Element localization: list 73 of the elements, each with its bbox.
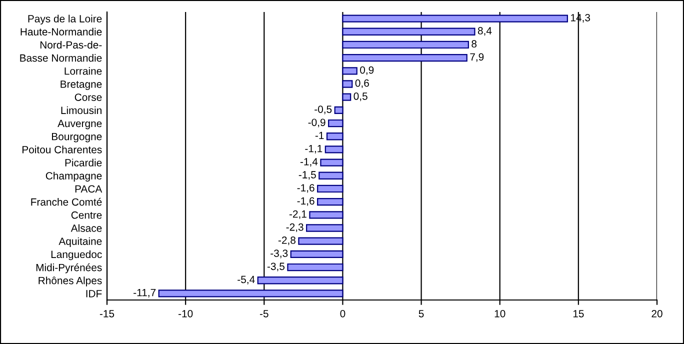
y-tick-label: Pays de la Loire <box>28 14 102 24</box>
bar <box>257 276 344 284</box>
data-label: -3,5 <box>267 262 284 272</box>
bar <box>290 250 344 258</box>
bar <box>342 67 358 75</box>
y-tick-label: Midi-Pyrénées <box>36 263 102 274</box>
data-label: -1,5 <box>298 171 316 180</box>
bar <box>309 211 344 219</box>
data-label: -3,3 <box>270 250 288 258</box>
y-tick-label: Bourgogne <box>52 132 102 142</box>
y-tick-label: Aquitaine <box>58 237 102 248</box>
bar <box>306 224 344 232</box>
data-label: -1 <box>315 132 324 140</box>
y-tick-label: Lorraine <box>64 67 102 75</box>
y-tick-label: Rhônes Alpes <box>38 276 102 286</box>
bar <box>342 28 476 36</box>
y-tick-label: Auvergne <box>58 120 102 130</box>
x-tick-label: -10 <box>178 310 193 318</box>
x-tick-label: 5 <box>418 310 424 318</box>
data-label: -2,1 <box>289 210 306 219</box>
bar <box>342 93 352 101</box>
data-label: 7,9 <box>470 53 484 62</box>
y-tick-label: Champagne <box>46 172 102 182</box>
data-label: -1,1 <box>305 144 322 154</box>
data-label: -0,5 <box>314 106 332 114</box>
data-label: -1,4 <box>300 158 318 167</box>
data-label: -11,7 <box>134 288 156 298</box>
data-label: 0,5 <box>354 92 368 102</box>
bar <box>317 198 344 206</box>
y-tick-label: Picardie <box>65 158 102 166</box>
y-tick-label: Basse Normandie <box>20 54 102 62</box>
y-tick-label: PACA <box>75 185 102 193</box>
data-label: 8 <box>472 40 477 48</box>
x-tick-label: -15 <box>100 310 114 318</box>
y-tick-label: Haute-Normandie <box>20 28 102 36</box>
bar <box>342 14 568 22</box>
data-label: -1,6 <box>297 184 314 193</box>
y-tick-label: Poitou Charentes <box>22 146 102 154</box>
bar <box>158 290 344 298</box>
bar <box>298 237 344 245</box>
data-label: 0,9 <box>360 66 374 75</box>
y-tick-label: Bretagne <box>60 80 102 90</box>
data-label: -2,3 <box>286 223 304 232</box>
y-tick-label: Nord-Pas-de- <box>40 40 102 49</box>
bar <box>328 119 344 128</box>
bar <box>320 158 344 166</box>
bar <box>342 40 469 49</box>
data-label: -1,6 <box>297 197 314 206</box>
x-tick-label: 10 <box>494 310 506 318</box>
bar <box>326 132 344 140</box>
bar <box>287 263 344 272</box>
bar <box>318 172 344 180</box>
bar <box>334 106 344 114</box>
y-tick-label: Alsace <box>70 224 102 232</box>
x-tick-label: 15 <box>573 310 584 318</box>
bar <box>317 184 344 193</box>
x-tick-label: 20 <box>652 310 662 318</box>
y-tick-label: IDF <box>86 290 102 298</box>
x-tick-label: -5 <box>260 310 268 318</box>
y-tick-label: Languedoc <box>51 250 102 260</box>
data-label: -0,9 <box>308 118 326 128</box>
y-tick-label: Franche Comté <box>31 198 102 206</box>
x-tick-label: 0 <box>340 310 346 318</box>
data-label: 0,6 <box>355 79 369 88</box>
data-label: -5,4 <box>238 276 255 284</box>
bar <box>342 80 353 88</box>
bar <box>324 146 344 154</box>
y-tick-label: Corse <box>74 94 102 101</box>
y-tick-label: Limousin <box>61 106 102 114</box>
bar <box>342 54 468 62</box>
data-label: -2,8 <box>278 236 296 246</box>
y-tick-label: Centre <box>71 211 102 219</box>
data-label: 8,4 <box>478 27 492 36</box>
